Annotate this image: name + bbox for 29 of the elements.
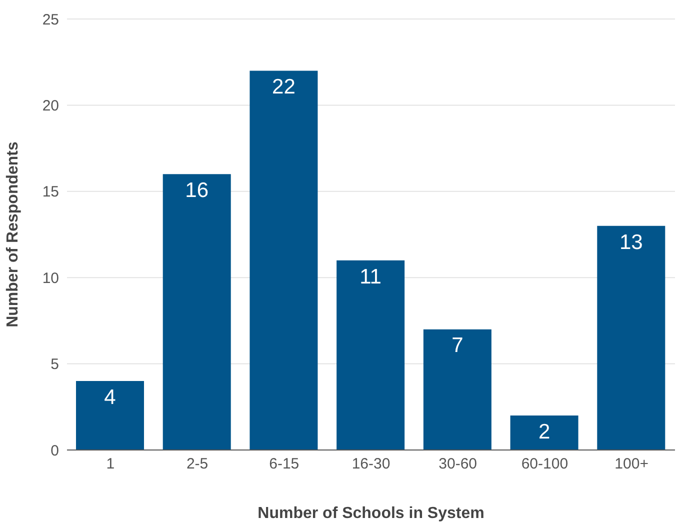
x-tick-label: 1 xyxy=(106,456,115,473)
bar xyxy=(162,174,231,450)
bar xyxy=(76,381,144,450)
bar xyxy=(597,226,666,450)
bar xyxy=(510,416,578,450)
bar xyxy=(423,329,492,450)
data-label: 11 xyxy=(360,265,382,288)
y-tick-label: 10 xyxy=(42,270,59,287)
x-tick-label: 6-15 xyxy=(269,456,300,473)
data-label: 22 xyxy=(272,76,296,99)
data-label: 13 xyxy=(619,230,643,254)
x-axis-title: Number of Schools in System xyxy=(258,505,484,522)
y-tick-label: 5 xyxy=(50,356,59,374)
y-tick-label: 0 xyxy=(50,442,59,460)
bar xyxy=(336,260,405,450)
y-axis-title: Number of Respondents xyxy=(4,142,22,328)
data-label: 16 xyxy=(185,179,209,202)
x-tick-label: 2-5 xyxy=(186,456,208,473)
y-tick-label: 20 xyxy=(42,98,59,115)
x-tick-label: 16-30 xyxy=(352,456,390,473)
data-label: 7 xyxy=(452,334,464,358)
data-label: 4 xyxy=(104,386,116,409)
y-tick-label: 15 xyxy=(42,184,59,201)
x-tick-label: 30-60 xyxy=(438,456,478,473)
y-tick-label: 25 xyxy=(42,11,59,28)
x-tick-label: 60-100 xyxy=(521,456,568,473)
bar xyxy=(250,70,318,450)
x-tick-label: 100+ xyxy=(614,456,649,473)
data-label: 2 xyxy=(538,420,550,444)
